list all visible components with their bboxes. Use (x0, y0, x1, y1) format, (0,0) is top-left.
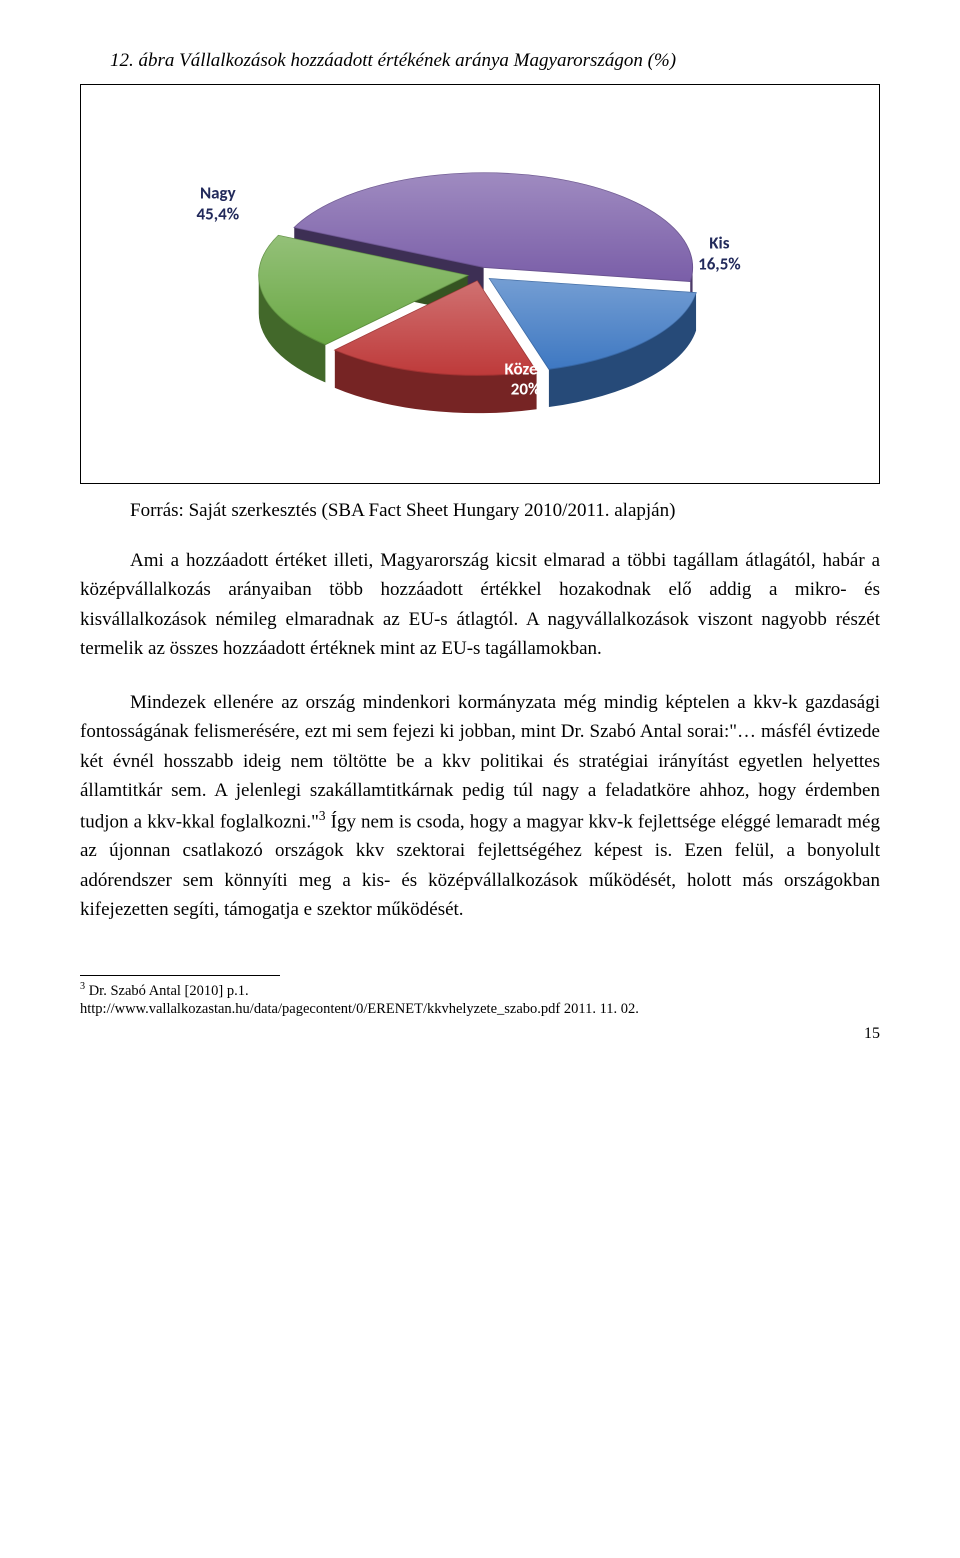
pie-label-kis: Kis16,5% (698, 234, 741, 275)
pie-label-mikro: Mikro18% (584, 146, 626, 187)
page-number: 15 (80, 1025, 880, 1043)
footnote-ref-3: 3 (319, 808, 326, 823)
footnote-3: 3 Dr. Szabó Antal [2010] p.1. http://www… (80, 980, 880, 1020)
footnote-separator (80, 975, 280, 976)
paragraph-1: Ami a hozzáadott értéket illeti, Magyaro… (80, 546, 880, 664)
figure-title: 12. ábra Vállalkozások hozzáadott értéké… (80, 50, 880, 72)
pie-label-közép: Közép20% (505, 359, 547, 400)
pie-label-nagy: Nagy45,4% (196, 184, 239, 225)
pie-chart: Nagy45,4% Mikro18% Kis16,5% Közép20% (80, 84, 880, 484)
paragraph-2: Mindezek ellenére az ország mindenkori k… (80, 688, 880, 925)
footnote-line2: http://www.vallalkozastan.hu/data/pageco… (80, 1001, 639, 1017)
footnote-line1: Dr. Szabó Antal [2010] p.1. (85, 982, 249, 998)
figure-source: Forrás: Saját szerkesztés (SBA Fact Shee… (80, 500, 880, 522)
pie-svg (81, 85, 879, 483)
